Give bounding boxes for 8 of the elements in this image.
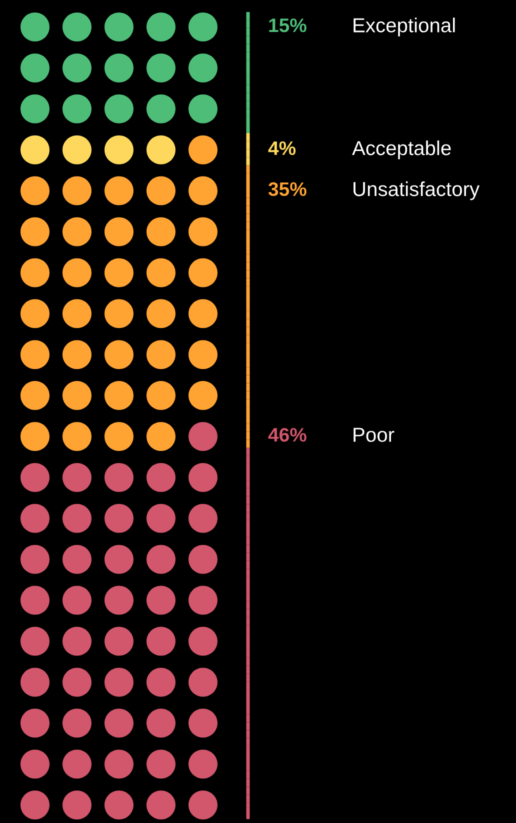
- data-label: 4%: [268, 141, 296, 156]
- data-label: 46%: [268, 428, 306, 442]
- data-label: 15%: [269, 18, 306, 32]
- category-label: Acceptable: [352, 140, 451, 160]
- category-label: Poor: [354, 428, 394, 442]
- category-label: Unsatisfactory: [354, 181, 480, 200]
- category-label: Exceptional: [354, 18, 455, 36]
- data-label: 35%: [268, 182, 306, 196]
